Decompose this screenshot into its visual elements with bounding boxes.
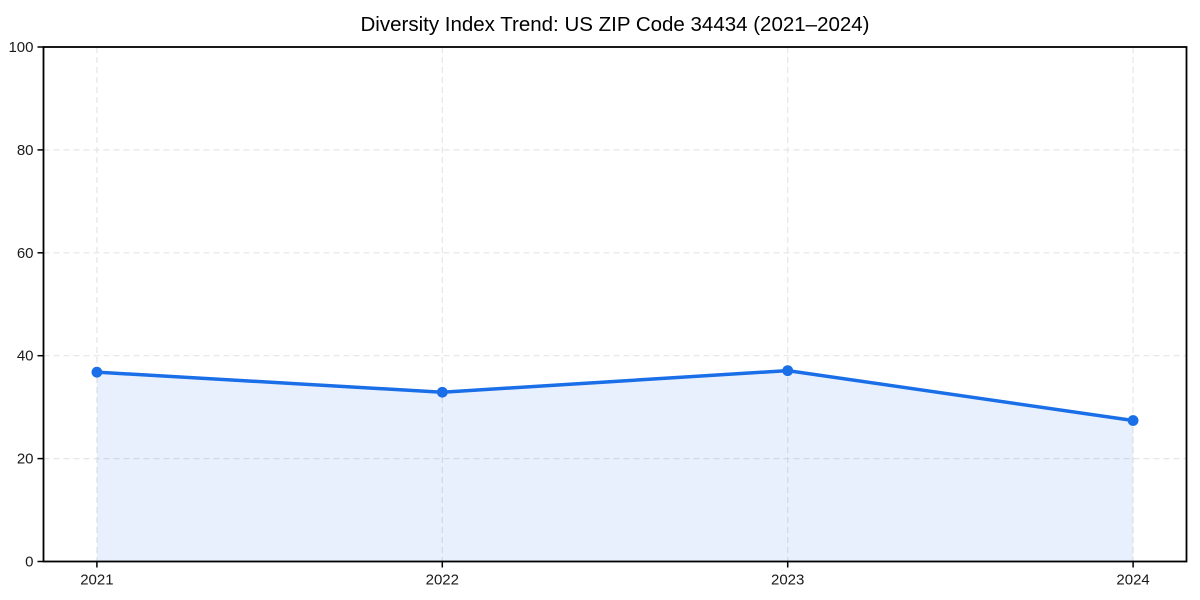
y-axis-tick-label: 40 bbox=[17, 348, 34, 365]
y-axis-tick-label: 20 bbox=[17, 451, 34, 468]
series-area-fill bbox=[96, 370, 1134, 562]
x-axis-tick-label: 2022 bbox=[426, 572, 459, 589]
x-axis-tick-label: 2023 bbox=[771, 572, 804, 589]
axis-tick-layer bbox=[37, 46, 1134, 568]
plot-frame-layer bbox=[42, 46, 1188, 563]
series-line bbox=[95, 368, 1135, 423]
data-point-marker bbox=[1127, 415, 1139, 426]
data-line-layer bbox=[95, 368, 1135, 423]
y-axis-tick-label: 60 bbox=[17, 245, 34, 262]
axis-label-layer: 0 20 40 60 80 100 2021 2022 2023 2024 bbox=[8, 39, 1149, 589]
y-axis-tick-label: 100 bbox=[8, 39, 33, 56]
y-axis-tick-label: 0 bbox=[25, 554, 33, 571]
y-axis-tick-label: 80 bbox=[17, 142, 34, 159]
data-marker-layer bbox=[91, 365, 1139, 426]
data-point-marker bbox=[436, 386, 448, 398]
chart-title: Diversity Index Trend: US ZIP Code 34434… bbox=[361, 13, 870, 36]
plot-frame bbox=[42, 46, 1188, 563]
data-point-marker bbox=[91, 366, 103, 378]
x-axis-tick-label: 2021 bbox=[80, 572, 113, 589]
data-point-marker bbox=[782, 365, 794, 377]
x-axis-tick-label: 2024 bbox=[1116, 572, 1149, 589]
area-fill-layer bbox=[96, 370, 1134, 562]
